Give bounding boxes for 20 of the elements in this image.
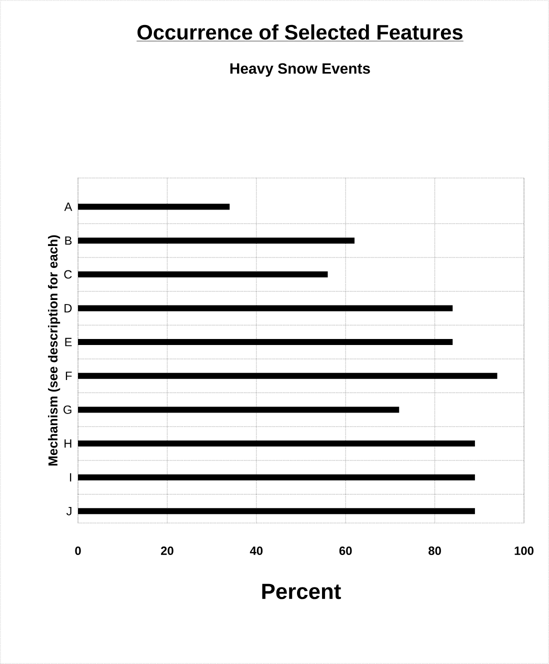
y-tick-label: J <box>66 507 72 516</box>
y-tick-label: I <box>70 473 72 482</box>
y-tick-label: A <box>64 202 72 211</box>
y-tick-label: B <box>65 236 72 245</box>
x-tick-label: 80 <box>428 546 441 555</box>
y-tick-label: G <box>64 405 72 414</box>
y-axis-title: Mechanism (see description for each) <box>48 235 60 466</box>
y-tick-label: F <box>66 372 72 380</box>
x-tick-label: 60 <box>339 546 352 555</box>
y-tick-label: E <box>65 338 72 346</box>
x-tick-label: 100 <box>514 546 534 555</box>
x-tick-label: 40 <box>250 546 263 555</box>
x-tick-label: 20 <box>160 546 174 555</box>
y-tick-label: H <box>64 439 72 448</box>
x-tick-label: 0 <box>75 546 81 555</box>
y-tick-label: C <box>64 270 72 279</box>
chart-subtitle: Heavy Snow Events <box>230 63 370 77</box>
x-axis-title: Percent <box>262 584 341 600</box>
chart-title: Occurrence of Selected Features <box>137 24 462 40</box>
y-tick-label: D <box>64 304 72 312</box>
